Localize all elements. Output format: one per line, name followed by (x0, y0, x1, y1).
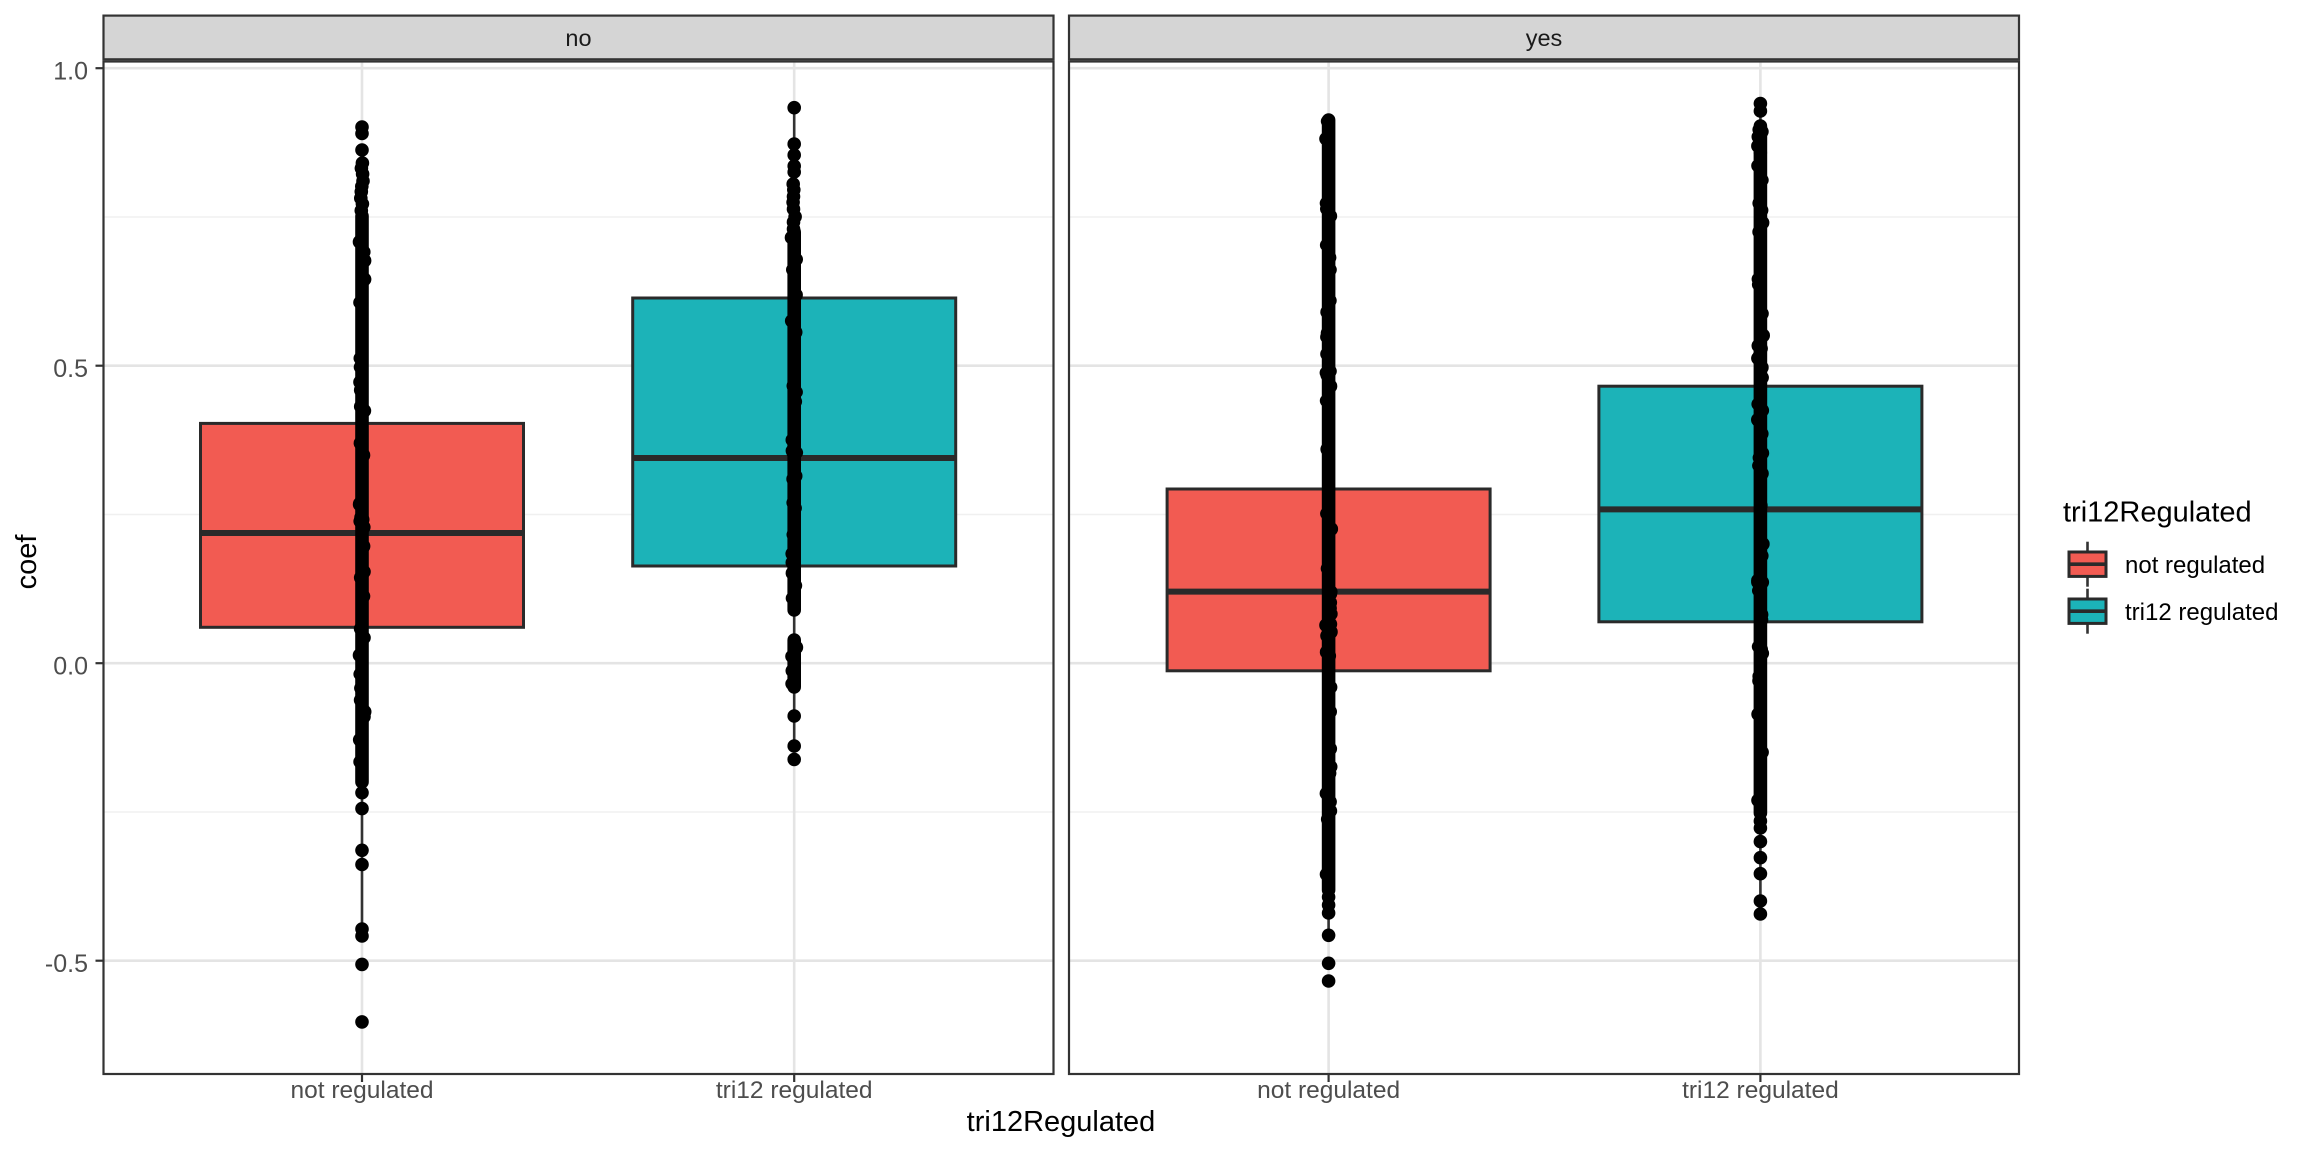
svg-text:tri12 regulated: tri12 regulated (2125, 599, 2278, 626)
svg-text:not regulated: not regulated (1257, 1077, 1400, 1104)
svg-text:yes: yes (1526, 25, 1563, 51)
svg-text:not regulated: not regulated (2125, 552, 2265, 579)
svg-text:-0.5: -0.5 (45, 950, 88, 978)
svg-text:coef: coef (11, 534, 43, 590)
svg-text:1.0: 1.0 (53, 58, 88, 86)
svg-text:no: no (565, 25, 591, 51)
svg-text:not regulated: not regulated (290, 1077, 433, 1104)
svg-text:0.0: 0.0 (53, 653, 88, 681)
svg-text:tri12Regulated: tri12Regulated (967, 1106, 1156, 1138)
svg-text:tri12 regulated: tri12 regulated (1682, 1077, 1839, 1104)
svg-text:tri12 regulated: tri12 regulated (716, 1077, 873, 1104)
svg-text:tri12Regulated: tri12Regulated (2063, 497, 2252, 529)
svg-text:0.5: 0.5 (53, 355, 88, 383)
